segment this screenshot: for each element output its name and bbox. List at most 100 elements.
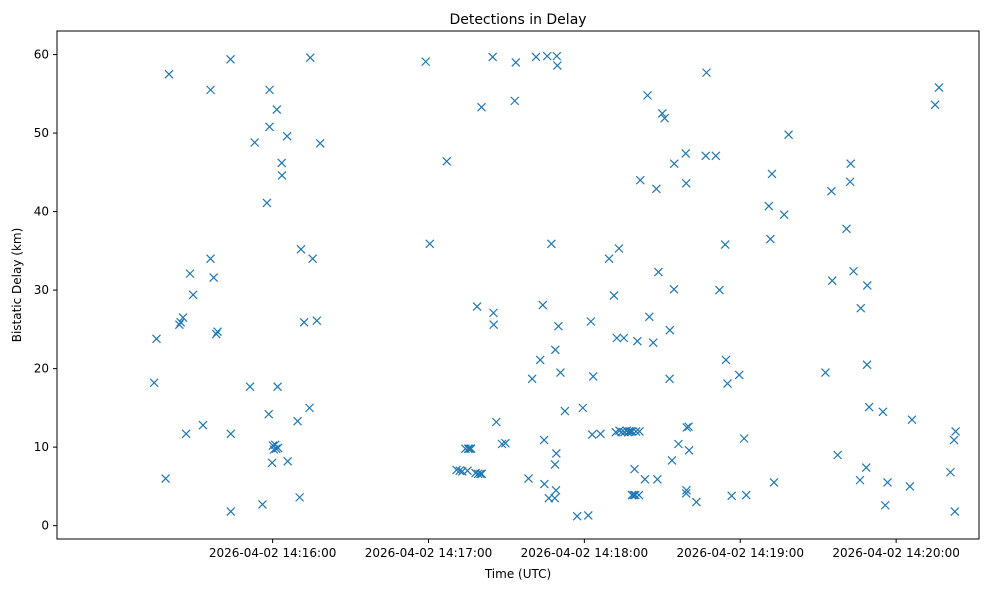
data-point: [682, 423, 692, 432]
data-point: [185, 269, 195, 279]
data-point: [258, 500, 267, 509]
data-point: [560, 406, 570, 416]
data-point: [720, 240, 730, 249]
data-point: [477, 102, 486, 112]
data-point: [657, 109, 667, 118]
data-point: [551, 485, 561, 495]
data-point: [188, 290, 198, 300]
data-point: [934, 83, 944, 92]
data-point: [643, 90, 652, 100]
data-point: [632, 336, 642, 346]
y-axis-ticks: 0 10 20 30 40 50 60: [34, 48, 57, 533]
data-point: [442, 156, 452, 166]
data-point: [609, 291, 619, 301]
data-point: [627, 490, 637, 500]
data-point: [681, 178, 691, 188]
data-point: [702, 68, 711, 78]
data-point: [315, 138, 325, 148]
data-point: [277, 171, 287, 180]
data-point: [845, 177, 855, 187]
data-point: [883, 478, 892, 487]
data-point: [691, 497, 701, 507]
data-point: [265, 122, 274, 132]
data-point: [293, 416, 302, 426]
data-point: [907, 415, 917, 425]
data-point: [213, 327, 222, 337]
data-point: [174, 320, 184, 330]
data-point: [827, 276, 837, 286]
data-point: [305, 403, 314, 413]
y-tick-label: 20: [34, 362, 49, 376]
data-point: [206, 254, 215, 264]
plot-frame: [56, 30, 980, 540]
data-point: [477, 469, 487, 479]
data-point: [176, 317, 186, 327]
data-point: [669, 284, 679, 294]
data-point: [635, 175, 645, 185]
chart-title: Detections in Delay: [449, 12, 586, 28]
data-point: [295, 492, 305, 502]
data-point: [552, 51, 562, 61]
data-point: [455, 466, 465, 476]
data-point: [511, 57, 521, 67]
x-tick-label: 2026-04-02 14:16:00: [209, 546, 336, 560]
data-point: [500, 438, 510, 448]
data-point: [880, 500, 890, 510]
data-point: [588, 372, 598, 381]
data-point: [476, 469, 485, 479]
y-axis-label: Bistatic Delay (km): [10, 228, 24, 343]
data-point: [489, 308, 498, 318]
data-point: [651, 184, 661, 194]
data-point: [684, 422, 693, 432]
data-point: [604, 254, 614, 264]
data-point: [273, 443, 283, 453]
data-point: [587, 430, 597, 439]
data-point: [198, 420, 208, 430]
data-point: [862, 360, 872, 370]
y-tick-label: 30: [34, 283, 49, 297]
data-point: [667, 456, 677, 465]
data-point: [178, 313, 188, 323]
data-point: [542, 51, 552, 61]
data-point: [684, 445, 694, 455]
data-point: [299, 317, 309, 327]
x-tick-label: 2026-04-02 14:18:00: [521, 546, 648, 560]
data-point: [583, 511, 593, 520]
data-point: [539, 479, 549, 489]
data-point: [846, 159, 856, 169]
y-tick-label: 50: [34, 126, 49, 140]
data-point: [769, 478, 779, 487]
data-point: [660, 113, 670, 123]
data-point: [161, 474, 171, 483]
data-point: [527, 374, 537, 384]
data-point: [612, 333, 622, 343]
data-point: [491, 417, 501, 427]
data-point: [827, 186, 836, 196]
data-point: [164, 69, 174, 79]
data-point: [950, 507, 960, 516]
data-point: [711, 151, 721, 161]
data-point: [556, 368, 565, 377]
data-point: [734, 370, 744, 380]
data-point: [665, 374, 675, 384]
data-point: [849, 266, 858, 276]
data-point: [767, 169, 777, 179]
data-point: [149, 378, 159, 388]
y-tick-label: 10: [34, 440, 49, 454]
data-point: [721, 355, 731, 365]
data-point: [531, 52, 541, 62]
data-point: [550, 493, 560, 503]
data-point: [779, 210, 789, 220]
data-point: [856, 303, 866, 313]
data-point: [855, 475, 865, 485]
data-point: [267, 458, 277, 468]
data-point: [497, 439, 507, 449]
data-point: [425, 239, 435, 249]
data-point: [630, 464, 639, 474]
data-point: [550, 459, 560, 469]
data-point: [296, 244, 306, 254]
x-tick-label: 2026-04-02 14:17:00: [365, 546, 492, 560]
data-point: [535, 355, 545, 365]
data-point: [949, 435, 959, 445]
